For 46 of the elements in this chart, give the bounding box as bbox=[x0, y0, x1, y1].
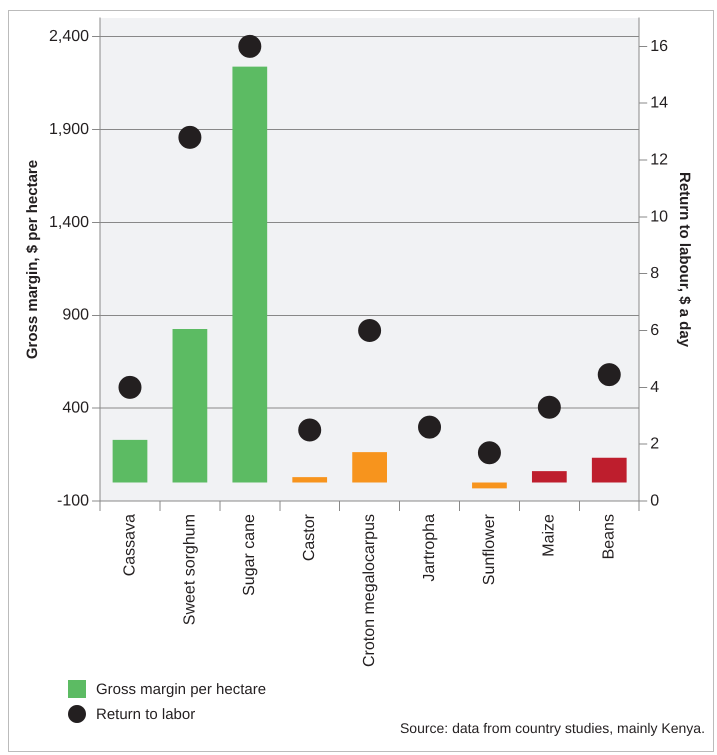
point bbox=[118, 376, 142, 399]
point bbox=[238, 34, 262, 58]
x-tick-label: Croton megalocarpus bbox=[361, 514, 378, 667]
y2-tick-label: 16 bbox=[650, 38, 668, 55]
y2-tick-label: 10 bbox=[650, 208, 668, 226]
y-tick-label: 400 bbox=[62, 400, 90, 417]
bar bbox=[292, 477, 328, 482]
y2-tick-label: 6 bbox=[650, 322, 660, 339]
x-tick-label: Cassava bbox=[121, 514, 138, 576]
point bbox=[358, 319, 382, 342]
y2-tick-label: 0 bbox=[650, 492, 660, 510]
bar bbox=[232, 66, 268, 482]
x-tick-label: Sugar cane bbox=[241, 514, 258, 596]
source-note: Source: data from country studies, mainly Kenya. bbox=[400, 720, 705, 736]
y-tick-label: 2,400 bbox=[48, 28, 90, 45]
bar bbox=[352, 452, 387, 482]
x-tick-label: Maize bbox=[540, 514, 558, 557]
bar bbox=[172, 329, 208, 482]
y-tick-label: 900 bbox=[62, 306, 90, 324]
bar bbox=[472, 482, 507, 488]
y-tick-label: 1,400 bbox=[48, 214, 90, 231]
bar bbox=[112, 440, 148, 482]
bar bbox=[592, 458, 627, 482]
legend-label: Gross margin per hectare bbox=[96, 680, 266, 698]
y2-tick-label: 4 bbox=[650, 378, 660, 396]
y2-tick-label: 12 bbox=[650, 151, 668, 168]
y-axis-title: Gross margin, $ per hectare bbox=[24, 160, 42, 360]
point bbox=[538, 396, 561, 419]
y2-axis-title: Return to labour, $ a day bbox=[676, 172, 693, 348]
point bbox=[478, 441, 501, 464]
point bbox=[598, 363, 621, 386]
bar bbox=[532, 471, 567, 482]
y-tick-label: -100 bbox=[57, 492, 90, 510]
x-tick-label: Beans bbox=[600, 514, 618, 560]
y2-tick-label: 14 bbox=[650, 94, 668, 112]
y2-tick-label: 2 bbox=[650, 436, 660, 453]
point bbox=[298, 418, 322, 442]
point bbox=[418, 416, 442, 439]
x-tick-label: Castor bbox=[301, 513, 318, 562]
x-tick-label: Jartropha bbox=[420, 514, 438, 582]
point bbox=[178, 126, 202, 149]
y2-tick-label: 8 bbox=[650, 265, 660, 282]
y-tick-label: 1,900 bbox=[48, 120, 90, 138]
x-tick-label: Sweet sorghum bbox=[181, 514, 198, 626]
legend-label: Return to labor bbox=[96, 706, 196, 722]
x-tick-label: Sunflower bbox=[480, 513, 498, 586]
